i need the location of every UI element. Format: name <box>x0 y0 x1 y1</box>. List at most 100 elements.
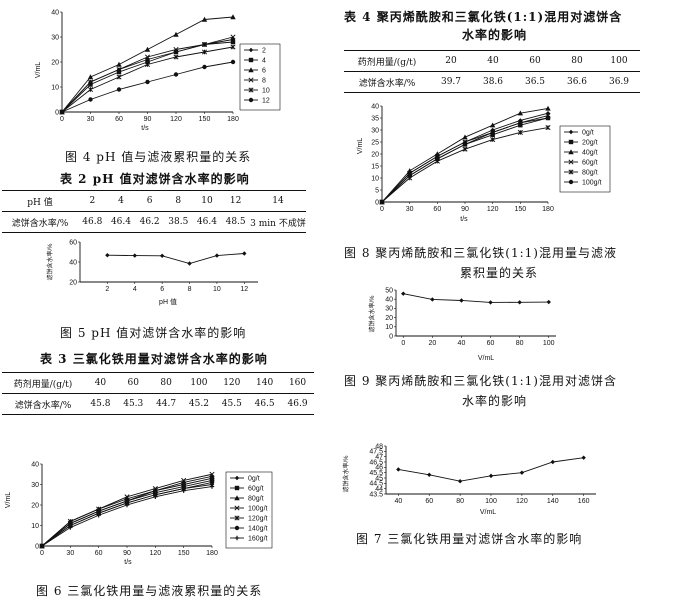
fig6-data-point <box>124 494 130 500</box>
fig9-xlabel: V/mL <box>478 355 494 362</box>
fig4-legend-label: 2 <box>262 48 266 55</box>
fig8-y-tick-label: 10 <box>371 175 379 182</box>
table2-cell: 滤饼含水率/% <box>2 211 78 233</box>
fig6-data-point <box>96 513 101 518</box>
fig8-y-tick-label: 30 <box>371 127 379 134</box>
fig6-caption: 图 6 三氯化铁用量与滤液累积量的关系 <box>36 584 263 598</box>
table2-cell: 46.4 <box>192 211 222 233</box>
table3-header-cell: 100 <box>182 372 216 394</box>
fig4-y-tick-label: 30 <box>51 34 59 41</box>
fig7-x-tick-label: 100 <box>485 498 497 505</box>
fig6-x-tick-label: 120 <box>149 550 161 557</box>
table4-cell: 滤饼含水率/% <box>344 71 430 93</box>
fig4-y-tick-label: 10 <box>51 84 59 91</box>
fig8-data-point <box>545 125 551 131</box>
fig6-data-point <box>209 475 215 481</box>
fig4-legend-marker <box>248 67 254 73</box>
fig6-legend-marker <box>234 475 240 481</box>
fig7-x-tick-label: 120 <box>516 498 528 505</box>
table4-cell: 39.7 <box>430 71 472 93</box>
fig5-x-tick-label: 8 <box>188 286 192 293</box>
fig8-legend-label: 100g/t <box>582 180 602 187</box>
fig6-y-tick-label: 20 <box>31 502 39 509</box>
fig8-legend-box <box>559 125 611 193</box>
fig8-legend-label: 60g/t <box>582 160 598 167</box>
fig7-chart: 滤饼含水率/% V/mL 43.54444.54545.54646.54747.… <box>342 443 596 516</box>
table2-header-row: pH 值 2 4 6 8 10 12 14 <box>2 190 306 212</box>
fig9-data-point <box>459 298 464 303</box>
fig4-data-point <box>144 46 151 52</box>
fig8-data-point <box>462 146 468 152</box>
table4-cell: 36.5 <box>514 71 556 93</box>
fig5-x-tick-label: 4 <box>133 286 137 293</box>
fig4-x-tick-label: 120 <box>170 116 182 123</box>
fig4-caption: 图 4 pH 值与滤液累积量的关系 <box>65 150 252 164</box>
fig4-x-tick-label: 150 <box>199 116 211 123</box>
fig4-data-point <box>116 87 122 92</box>
fig9-ylabel: 滤饼含水率/% <box>368 295 376 333</box>
fig8-x-tick-label: 30 <box>406 206 414 213</box>
fig8-y-tick-label: 25 <box>371 139 379 146</box>
fig8-data-point <box>379 199 385 205</box>
table4-header-row: 药剂用量/(g/t) 20 40 60 80 100 <box>344 50 640 72</box>
fig9-y-tick-label: 30 <box>385 306 393 313</box>
fig8-series-line <box>381 117 549 203</box>
table3-header-cell: 80 <box>149 372 183 394</box>
fig8-data-point <box>490 130 495 135</box>
fig8-legend-marker <box>568 179 574 185</box>
table2-header-cell: 4 <box>106 190 136 212</box>
fig6-legend-marker <box>234 485 240 491</box>
fig7-y-tick-label: 46 <box>375 465 383 472</box>
fig5-data-point <box>132 253 137 258</box>
table3-cell: 44.7 <box>149 393 183 415</box>
fig6-legend-label: 120g/t <box>248 516 268 523</box>
fig6-series-line <box>41 486 213 547</box>
fig4-legend-box <box>239 43 281 111</box>
fig9-data-point <box>488 300 493 305</box>
fig5-chart: 滤饼含水率/% pH 值 20 40 60 2 4 6 8 10 12 <box>46 239 258 306</box>
fig4-data-point <box>145 59 150 65</box>
fig8-caption-line1: 图 8 聚丙烯酰胺和三氯化铁(1:1)混用量与滤液 <box>344 246 617 260</box>
fig7-y-tick-label: 43.5 <box>369 491 383 498</box>
fig6-x-tick-label: 0 <box>40 550 44 557</box>
fig6-series-line <box>41 484 213 547</box>
fig5-data-point <box>105 253 110 258</box>
fig6-legend-label: 60g/t <box>248 486 264 493</box>
fig5-x-tick-label: 12 <box>240 286 248 293</box>
fig7-data-point <box>457 479 463 484</box>
fig8-y-tick-label: 40 <box>371 103 379 110</box>
fig4-y-tick-label: 40 <box>51 9 59 16</box>
table4-caption-line1: 表 4 聚丙烯酰胺和三氯化铁(1:1)混用对滤饼含 <box>344 10 623 24</box>
fig4-data-point <box>88 82 93 87</box>
fig8-y-tick-label: 0 <box>375 199 379 206</box>
table2-header-cell: 10 <box>192 190 222 212</box>
fig8-legend-marker <box>568 149 574 155</box>
fig4-chart: V/mL t/s 0 10 20 30 40 0 30 60 90 120 150 180 2 4 6 8 10… <box>35 9 281 132</box>
fig8-data-point <box>517 129 523 135</box>
table3-cell: 45.3 <box>116 393 150 415</box>
table3-header-cell: 药剂用量/(g/t) <box>2 372 84 394</box>
fig5-x-tick-label: 2 <box>105 286 109 293</box>
table3-cell: 滤饼含水率/% <box>2 393 84 415</box>
table2-header-cell: 6 <box>135 190 164 212</box>
fig6-xlabel: t/s <box>124 559 132 566</box>
table3-cell: 45.8 <box>84 393 117 415</box>
fig8-legend-marker <box>568 169 574 175</box>
table4-header-cell: 100 <box>598 50 640 72</box>
fig6-data-point <box>181 481 187 488</box>
fig4-data-point <box>202 64 207 70</box>
table2-header-cell: 14 <box>250 190 306 212</box>
fig5-caption: 图 5 pH 值对滤饼含水率的影响 <box>60 326 247 340</box>
fig6-data-point <box>209 471 215 477</box>
fig6-x-tick-label: 90 <box>123 550 131 557</box>
fig6-legend-box <box>225 471 273 549</box>
fig6-x-tick-label: 30 <box>66 550 74 557</box>
fig8-data-point <box>518 120 523 125</box>
fig6-data-point <box>152 488 158 494</box>
fig9-x-tick-label: 80 <box>516 340 524 347</box>
fig6-data-point <box>68 525 73 530</box>
fig7-data-point <box>427 472 432 477</box>
table3-cell: 45.2 <box>182 393 216 415</box>
table4-data-row: 滤饼含水率/% 39.7 38.6 36.5 36.6 36.9 <box>344 71 640 93</box>
fig6-y-tick-label: 10 <box>31 523 39 530</box>
